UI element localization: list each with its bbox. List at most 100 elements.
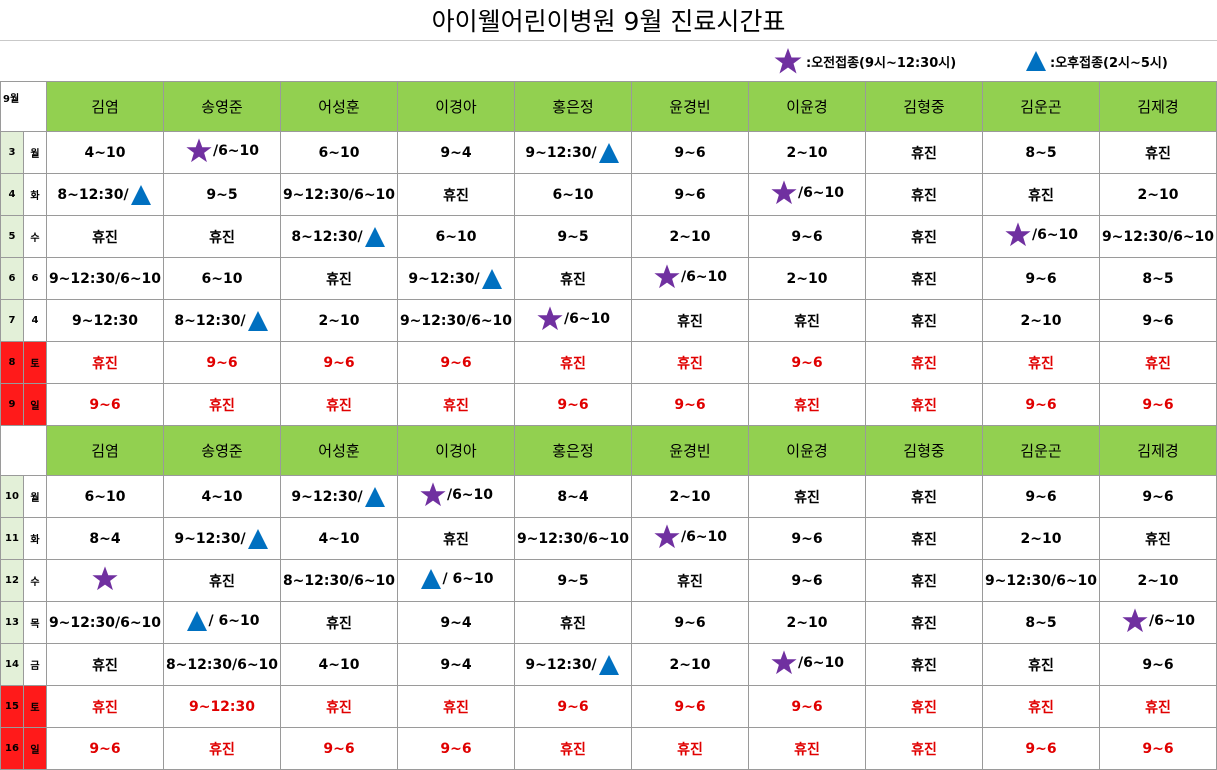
legend-pm: :오후접종(2시~5시) (1025, 41, 1168, 81)
schedule-cell: 휴진 (46, 215, 164, 258)
doctor-name: 김운곤 (982, 81, 1100, 132)
schedule-cell: 9~12:30/6~10 (1099, 215, 1217, 258)
schedule-cell: 9~6 (514, 685, 632, 728)
schedule-cell: 9~12:30/6~10 (280, 173, 398, 216)
schedule-cell: 9~12:30/6~10 (514, 517, 632, 560)
star-icon (654, 524, 680, 549)
triangle-icon (186, 610, 207, 631)
schedule-cell: 휴진 (514, 257, 632, 300)
schedule-cell: 8~12:30/ (163, 299, 281, 342)
schedule-row: 11 화 8~4 9~12:30/4~10 휴진 9~12:30/6~10/6~10 9~6… (0, 517, 1217, 560)
schedule-cell: 9~6 (631, 685, 749, 728)
schedule-cell: 9~12:30/ (280, 475, 398, 518)
schedule-cell: 8~5 (982, 131, 1100, 174)
schedule-cell: 9~6 (631, 601, 749, 644)
schedule-cell: 9~6 (397, 727, 515, 770)
schedule-cell: 휴진 (163, 727, 281, 770)
star-icon (1005, 222, 1031, 247)
schedule-table: 9월 김염 송영준 어성훈 이경아 홍은정 윤경빈 이윤경 김형중 김운곤 김제경 3 월 4~10/6~… (0, 81, 1217, 770)
doctor-name: 김형중 (865, 425, 983, 476)
star-icon (420, 482, 446, 507)
doctor-name: 송영준 (163, 81, 281, 132)
schedule-cell: 9~12:30/6~10 (46, 601, 164, 644)
schedule-cell: 9~5 (514, 215, 632, 258)
doctor-name: 송영준 (163, 425, 281, 476)
weekday-cell: 수 (23, 559, 47, 602)
schedule-cell: 9~6 (748, 341, 866, 384)
schedule-cell: 2~10 (631, 215, 749, 258)
schedule-cell: /6~10 (631, 257, 749, 300)
schedule-cell: 휴진 (631, 727, 749, 770)
star-icon (774, 48, 802, 74)
weekday-cell: 월 (23, 475, 47, 518)
schedule-cell: 휴진 (865, 131, 983, 174)
date-cell: 8 (0, 341, 24, 384)
doctor-name: 김제경 (1099, 425, 1217, 476)
schedule-cell: 8~4 (514, 475, 632, 518)
schedule-row: 4 화 8~12:30/9~5 9~12:30/6~10 휴진 6~10 9~6/6~10 휴… (0, 173, 1217, 216)
weekday-cell: 6 (23, 257, 47, 300)
schedule-cell: 휴진 (514, 601, 632, 644)
schedule-cell: 6~10 (163, 257, 281, 300)
schedule-cell: /6~10 (631, 517, 749, 560)
schedule-cell: 휴진 (631, 299, 749, 342)
schedule-cell: 8~12:30/6~10 (280, 559, 398, 602)
schedule-cell: 휴진 (982, 643, 1100, 686)
schedule-cell: 2~10 (748, 131, 866, 174)
schedule-cell: 휴진 (865, 383, 983, 426)
schedule-cell: 9~6 (631, 131, 749, 174)
schedule-cell: 9~12:30/6~10 (397, 299, 515, 342)
schedule-cell: 휴진 (865, 475, 983, 518)
date-cell: 15 (0, 685, 24, 728)
schedule-cell: 휴진 (46, 685, 164, 728)
triangle-icon (364, 226, 385, 247)
date-cell: 5 (0, 215, 24, 258)
schedule-cell: 9~12:30 (46, 299, 164, 342)
star-icon (654, 264, 680, 289)
weekday-cell: 일 (23, 727, 47, 770)
schedule-cell: 휴진 (865, 215, 983, 258)
schedule-cell: 9~6 (46, 383, 164, 426)
weekday-cell: 금 (23, 643, 47, 686)
schedule-cell: / 6~10 (397, 559, 515, 602)
schedule-cell: 9~6 (397, 341, 515, 384)
schedule-cell: 휴진 (865, 341, 983, 384)
schedule-cell: 9~6 (280, 341, 398, 384)
doctor-name: 어성훈 (280, 425, 398, 476)
schedule-cell: 9~6 (982, 257, 1100, 300)
schedule-cell: 휴진 (748, 475, 866, 518)
schedule-cell: 휴진 (865, 685, 983, 728)
date-cell: 12 (0, 559, 24, 602)
doctor-name: 홍은정 (514, 425, 632, 476)
schedule-cell: 휴진 (1099, 341, 1217, 384)
schedule-row: 14 금 휴진 8~12:30/6~10 4~10 9~4 9~12:30/2~10/6~1… (0, 643, 1217, 686)
schedule-cell: 9~6 (1099, 475, 1217, 518)
star-icon (1122, 608, 1148, 633)
schedule-cell: 2~10 (631, 475, 749, 518)
schedule-row: 10 월 6~10 4~10 9~12:30//6~10 8~4 2~10 휴진 휴진 9~6 9~… (0, 475, 1217, 518)
schedule-cell: 휴진 (631, 341, 749, 384)
schedule-row: 7 4 9~12:30 8~12:30/2~10 9~12:30/6~10/6~10 휴진… (0, 299, 1217, 342)
schedule-cell: 휴진 (397, 173, 515, 216)
date-cell: 10 (0, 475, 24, 518)
schedule-row: 15 토 휴진 9~12:30 휴진 휴진 9~6 9~6 9~6 휴진 휴진 휴진 (0, 685, 1217, 728)
schedule-cell: 휴진 (514, 727, 632, 770)
month-label (0, 425, 47, 476)
triangle-icon (247, 528, 268, 549)
schedule-cell: 4~10 (280, 643, 398, 686)
schedule-cell: 휴진 (865, 299, 983, 342)
schedule-cell: 8~12:30/6~10 (163, 643, 281, 686)
date-cell: 4 (0, 173, 24, 216)
schedule-row: 6 6 9~12:30/6~10 6~10 휴진 9~12:30/휴진/6~10 2~10 휴… (0, 257, 1217, 300)
schedule-cell: 6~10 (397, 215, 515, 258)
weekday-cell: 화 (23, 517, 47, 560)
schedule-cell: 휴진 (865, 517, 983, 560)
schedule-cell: 2~10 (1099, 173, 1217, 216)
triangle-icon (420, 568, 441, 589)
schedule-cell: 휴진 (1099, 517, 1217, 560)
schedule-cell: 2~10 (982, 517, 1100, 560)
schedule-cell: 휴진 (397, 685, 515, 728)
weekday-cell: 수 (23, 215, 47, 258)
doctor-name: 이경아 (397, 425, 515, 476)
doctor-name: 김제경 (1099, 81, 1217, 132)
